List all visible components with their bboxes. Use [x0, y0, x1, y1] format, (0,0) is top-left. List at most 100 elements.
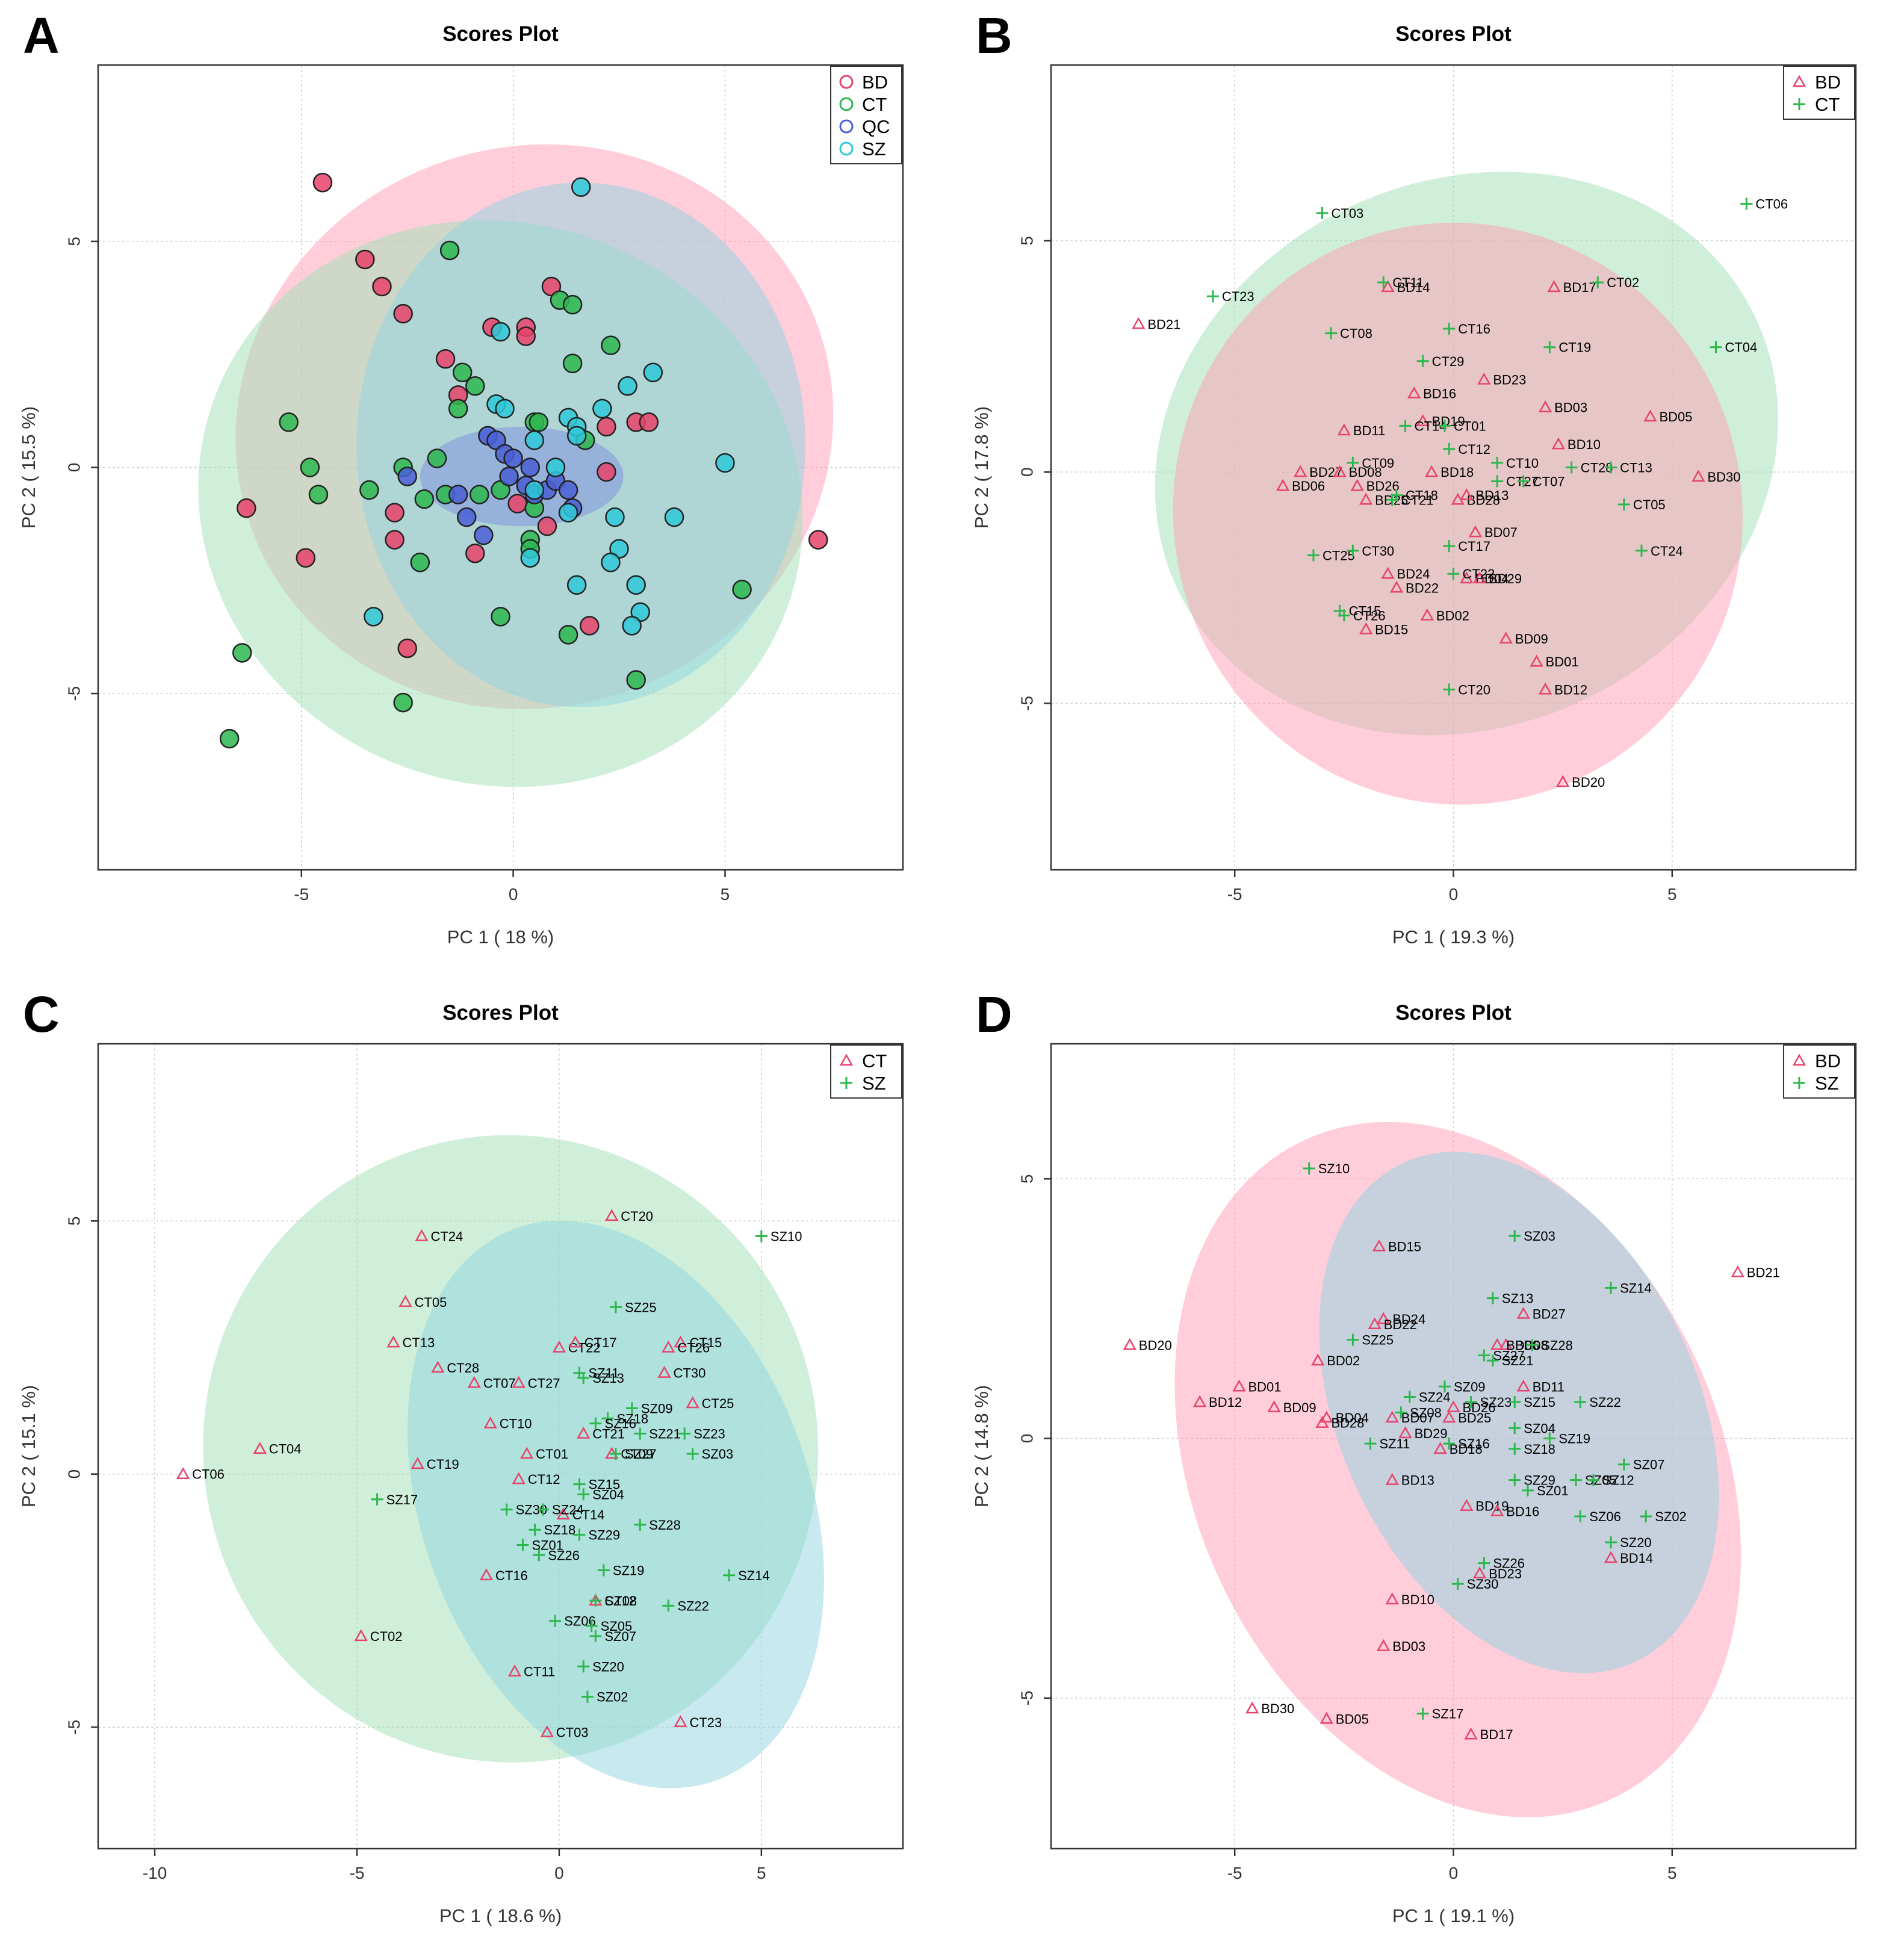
point-ct	[732, 580, 752, 600]
point-sz	[1509, 1422, 1521, 1434]
point-bd	[1416, 414, 1430, 426]
point-bd	[537, 516, 557, 536]
point-label: SZ12	[1602, 1473, 1634, 1488]
point-ct	[529, 412, 549, 432]
point-label: CT12	[528, 1472, 560, 1487]
point-bd	[1350, 479, 1364, 491]
point-label: BD08	[1349, 465, 1382, 480]
point-sz	[601, 552, 621, 572]
point-bd	[1538, 400, 1552, 412]
point-sz	[1617, 1458, 1630, 1471]
point-ct	[470, 485, 489, 504]
point-label: BD03	[1554, 400, 1587, 415]
point-sz	[589, 1630, 602, 1642]
point-bd	[507, 494, 527, 513]
point-label: BD01	[1546, 654, 1579, 669]
point-bd	[372, 276, 392, 297]
point-sz	[678, 1427, 691, 1440]
legend-marker-sz	[1793, 1077, 1805, 1089]
point-ct	[1443, 540, 1456, 553]
point-label: SZ17	[1432, 1707, 1464, 1722]
point-qc	[503, 448, 523, 468]
point-label: SZ19	[613, 1563, 645, 1578]
legend-box	[1783, 66, 1855, 120]
y-axis-label: PC 2 ( 17.8 %)	[971, 406, 992, 529]
point-ct	[556, 1507, 570, 1520]
point-label: SZ21	[649, 1426, 681, 1441]
point-bd	[1381, 280, 1395, 293]
point-ct	[1443, 322, 1456, 335]
point-label: CT09	[621, 1447, 653, 1462]
point-label: SZ21	[1502, 1353, 1534, 1368]
point-bd	[1460, 488, 1474, 500]
point-label: BD05	[1659, 409, 1692, 424]
point-bd	[1604, 1551, 1618, 1563]
point-sz	[571, 177, 591, 197]
point-sz	[566, 575, 587, 595]
point-ct	[491, 607, 510, 627]
point-label: BD10	[1401, 1592, 1434, 1607]
point-ct	[1447, 568, 1460, 580]
point-label: SZ25	[625, 1300, 657, 1315]
y-tick-label: 0	[64, 463, 83, 473]
point-label: CT27	[528, 1376, 560, 1391]
point-ct	[1416, 355, 1429, 367]
point-ct	[386, 1335, 400, 1348]
point-label: BD11	[1533, 1379, 1564, 1394]
plot-title: Scores Plot	[1395, 22, 1512, 46]
scores-plot-d: D Scores PlotBD21BD15BD27BD24BD22BD08BD06…	[971, 986, 1857, 1926]
point-label: SZ24	[552, 1503, 584, 1518]
point-label: SZ04	[592, 1487, 624, 1502]
legend-marker-sz	[839, 141, 854, 156]
point-sz	[609, 1301, 622, 1314]
point-bd	[1477, 372, 1491, 385]
point-bd	[1442, 1410, 1456, 1423]
point-label: SZ30	[1467, 1577, 1499, 1592]
x-axis-label: PC 1 ( 18.6 %)	[439, 1905, 562, 1926]
point-label: CT08	[1340, 326, 1372, 341]
point-bd	[1267, 1400, 1281, 1413]
point-bd	[1377, 1639, 1391, 1651]
point-sz	[1443, 1438, 1456, 1450]
point-sz	[625, 1402, 638, 1415]
y-tick-label: 5	[1017, 1174, 1036, 1183]
confidence-ellipses	[1155, 172, 1778, 805]
legend-label-sz: SZ	[1815, 1073, 1839, 1094]
panel-letter: D	[976, 986, 1012, 1043]
point-sz	[1364, 1438, 1377, 1450]
point-label: CT05	[1633, 497, 1666, 512]
point-ct	[1543, 341, 1556, 353]
point-bd	[385, 530, 405, 550]
point-label: BD21	[1147, 317, 1180, 332]
point-sz	[589, 1594, 602, 1607]
point-label: CT18	[1406, 488, 1438, 503]
point-label: BD25	[1458, 1410, 1491, 1425]
point-sz	[723, 1569, 736, 1581]
point-bd	[1499, 1338, 1513, 1350]
point-label: BD27	[1309, 465, 1342, 480]
point-label: BD09	[1515, 631, 1548, 647]
ellipse-sz	[1319, 1152, 1719, 1673]
x-axis-label: PC 1 ( 18 %)	[447, 926, 554, 948]
point-ct	[354, 1629, 368, 1642]
panel-letter: B	[976, 7, 1012, 64]
point-bd	[1337, 423, 1351, 436]
point-label: CT04	[1725, 340, 1757, 355]
point-qc	[558, 480, 578, 500]
legend-marker-bd	[1792, 75, 1806, 87]
point-sz	[524, 430, 545, 450]
point-sz	[585, 1620, 598, 1633]
point-label: SZ02	[1655, 1509, 1687, 1524]
point-label: BD20	[1139, 1338, 1172, 1353]
point-bd	[1468, 525, 1482, 538]
x-tick-label: 5	[757, 1864, 766, 1882]
point-ct	[415, 1229, 429, 1241]
point-label: BD29	[1415, 1426, 1448, 1441]
point-label: SZ04	[1524, 1421, 1555, 1436]
point-sz	[1478, 1349, 1490, 1362]
point-sz	[1451, 1578, 1464, 1590]
point-sz	[1465, 1396, 1477, 1409]
point-ct	[674, 1335, 687, 1348]
point-label: SZ19	[1558, 1431, 1590, 1447]
point-ct	[605, 1209, 619, 1221]
